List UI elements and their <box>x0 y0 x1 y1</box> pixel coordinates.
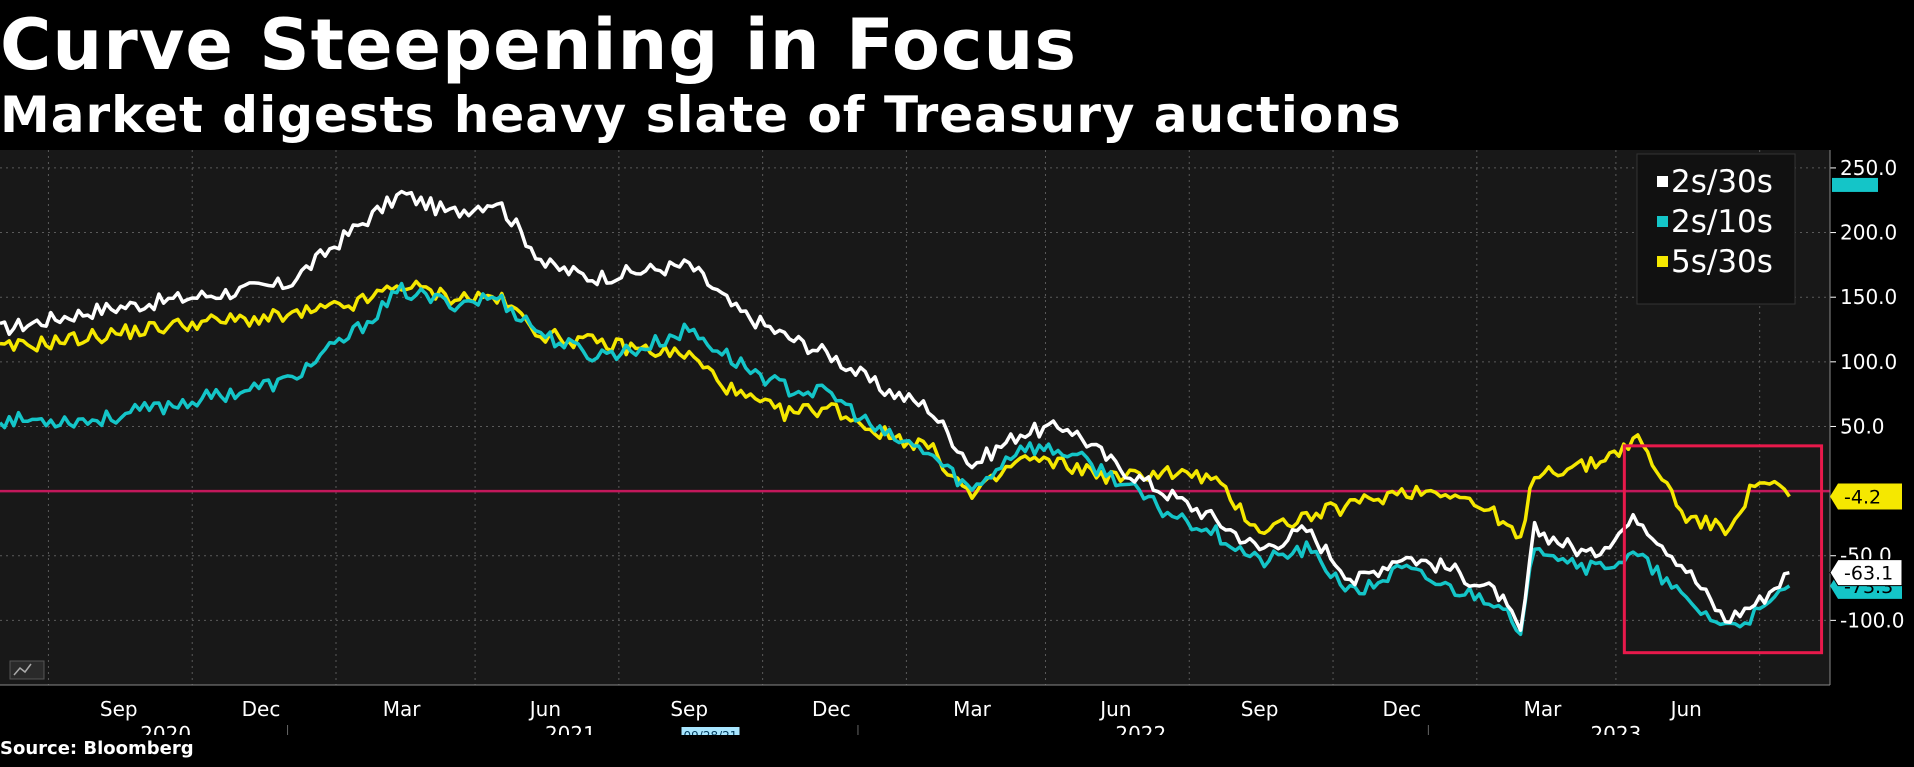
source-note: Source: Bloomberg <box>0 738 194 759</box>
x-month-label: Sep <box>100 697 138 721</box>
last-value-tag-label: -4.2 <box>1844 487 1881 509</box>
y-tick-label: 100.0 <box>1840 350 1897 374</box>
top-marker-badge <box>1832 177 1878 192</box>
legend-label: 2s/10s <box>1671 204 1773 240</box>
plot-area <box>0 150 1830 685</box>
last-value-tag-label: -63.1 <box>1844 563 1893 585</box>
line-chart: 250.0200.0150.0100.050.0-50.0-100.0-73.3… <box>0 150 1904 735</box>
x-year-label: 2023 <box>1590 722 1641 735</box>
x-month-label: Sep <box>1241 697 1279 721</box>
last-value-tag-bg <box>1829 559 1903 587</box>
chart-title: Curve Steepening in Focus <box>0 4 1078 86</box>
x-year-label: 2021 <box>545 722 596 735</box>
y-tick-label: -100.0 <box>1840 608 1904 632</box>
y-tick-label: 250.0 <box>1840 156 1897 180</box>
x-month-label: Mar <box>383 697 422 721</box>
x-month-label: Mar <box>953 697 992 721</box>
series-line-2s-10s <box>0 281 1791 637</box>
crosshair-date-label: 09/28/21 <box>684 729 738 735</box>
legend-label: 2s/30s <box>1671 164 1773 200</box>
line-chart-icon <box>13 663 32 676</box>
x-month-label: Jun <box>1098 697 1131 721</box>
highlight-box <box>1622 444 1824 655</box>
last-value-tag-bg <box>1830 483 1902 510</box>
crosshair-date-badge <box>681 727 740 735</box>
x-month-label: Jun <box>1669 697 1702 721</box>
x-month-label: Dec <box>812 697 851 721</box>
legend-label: 5s/30s <box>1671 244 1773 280</box>
last-value-tag-5s-30s: -4.2 <box>1830 483 1902 510</box>
y-tick-label: 50.0 <box>1840 414 1885 438</box>
last-value-tag-2s-30s: -63.1 <box>1829 559 1903 587</box>
x-month-label: Dec <box>242 697 281 721</box>
x-month-label: Sep <box>670 697 708 721</box>
x-month-label: Jun <box>528 697 561 721</box>
legend-swatch <box>1657 216 1668 227</box>
x-month-label: Mar <box>1524 697 1563 721</box>
legend-swatch <box>1657 176 1668 187</box>
x-year-label: 2022 <box>1115 722 1166 735</box>
legend-swatch <box>1657 256 1668 267</box>
x-year-label: 2020 <box>140 722 191 735</box>
x-month-label: Dec <box>1382 697 1421 721</box>
y-tick-label: 200.0 <box>1840 221 1897 245</box>
chart-subtitle: Market digests heavy slate of Treasury a… <box>0 86 1402 144</box>
y-tick-label: 150.0 <box>1840 285 1897 309</box>
series-line-2s-30s <box>0 189 1790 632</box>
